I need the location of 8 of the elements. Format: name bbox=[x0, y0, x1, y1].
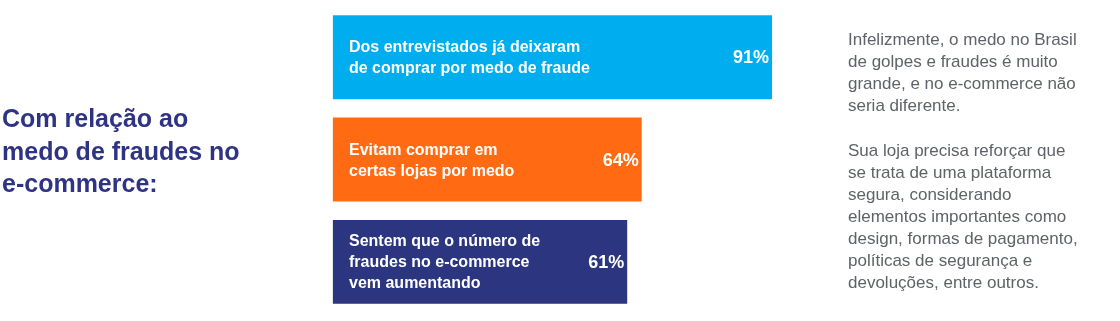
data-label: 64% bbox=[602, 149, 639, 170]
y-tick-label: Dos entrevistados já deixaram de comprar por medo de fraude bbox=[349, 38, 591, 76]
text: Infelizmente, o medo no Brasil de golpes e fraudes é muito grande, e no e-commerce não seria diferente. Sua loja precisa reforçar que se trata de uma plataforma segura, considerando elementos importantes como design, formas de pagamento, políticas de segurança e devoluções, entre outros. bbox=[848, 30, 1078, 293]
y-tick-label: Evitam comprar em certas lojas por medo bbox=[349, 141, 515, 179]
data-label: 91% bbox=[733, 47, 770, 68]
text: Com relação ao medo de fraudes no e-commerce: bbox=[2, 104, 240, 197]
data-label: 61% bbox=[588, 251, 625, 272]
y-tick-label: Sentem que o número de fraudes no e-commerce vem aumentando bbox=[349, 232, 541, 291]
